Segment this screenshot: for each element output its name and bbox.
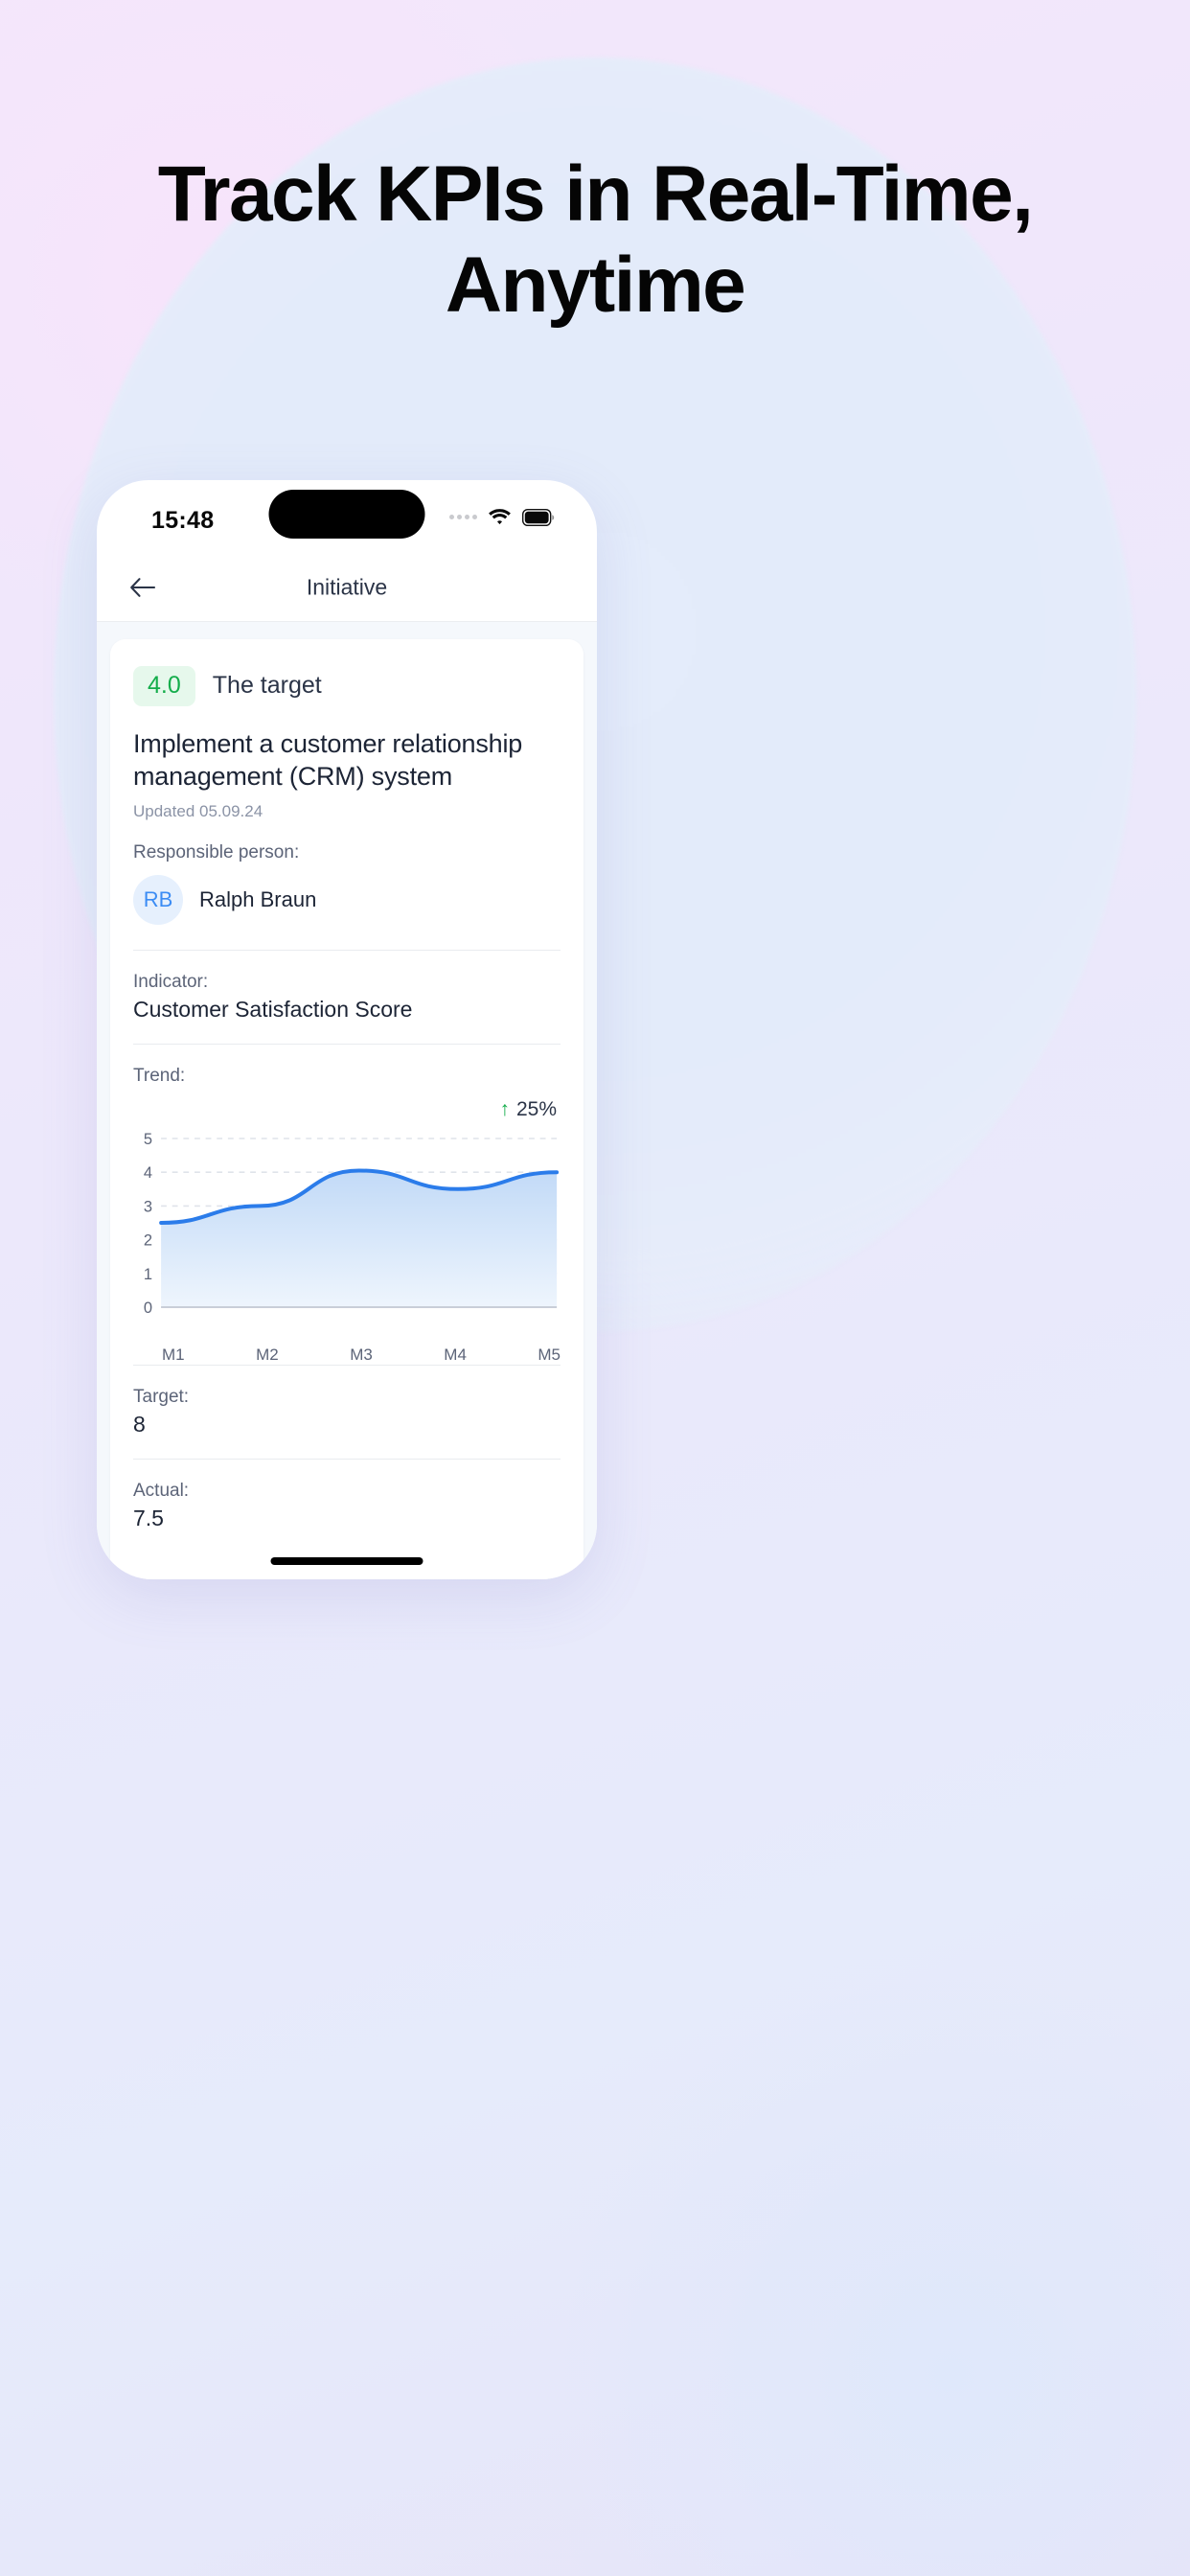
chart-line [159,1168,560,1225]
initiative-detail-card: 4.0 The target Implement a customer rela… [110,639,584,1579]
chart-x-tick: M1 [162,1345,185,1364]
arrow-up-icon: ↑ [499,1098,510,1121]
status-bar: 15:48 [97,480,597,553]
target-value: 8 [133,1411,146,1437]
trend-chart: 0 1 2 3 4 5 [133,1129,561,1326]
home-indicator [270,1557,423,1565]
divider [133,1364,561,1366]
responsible-person-row[interactable]: RB Ralph Braun [133,874,561,950]
phone-mockup: 15:48 [97,480,1094,1880]
indicator-label: Indicator: [133,971,209,992]
chart-x-tick: M2 [256,1345,279,1364]
divider [133,949,561,951]
status-bar-time: 15:48 [151,507,215,534]
page-headline: Track KPIs in Real-Time, Anytime [0,149,1190,331]
svg-text:1: 1 [144,1264,152,1282]
trend-summary: ↑ 25% [133,1098,557,1121]
svg-text:2: 2 [144,1230,152,1249]
responsible-person-label: Responsible person: [133,841,300,862]
chart-x-tick: M4 [444,1345,467,1364]
chart-area-fill [161,1170,558,1307]
trend-section: Trend: ↑ 25% [133,1045,561,1365]
updated-timestamp: Updated 05.09.24 [133,801,263,820]
svg-text:3: 3 [144,1197,152,1215]
status-badge: 4.0 [133,666,195,706]
trend-label: Trend: [133,1065,186,1086]
avatar: RB [133,874,183,925]
actual-label: Actual: [133,1480,190,1501]
divider [133,1458,561,1460]
back-button[interactable] [122,566,164,609]
trend-percentage: 25% [515,1097,557,1120]
headline-line-1: Track KPIs in Real-Time, [157,150,1034,238]
page-title: Initiative [306,574,388,599]
actual-value: 7.5 [133,1505,164,1530]
indicator-value: Customer Satisfaction Score [133,996,413,1022]
chart-y-axis-labels: 0 1 2 3 4 5 [144,1129,152,1316]
phone-frame: 15:48 [97,480,597,1579]
screen-content: 4.0 The target Implement a customer rela… [97,622,597,1579]
chart-x-tick: M5 [538,1345,561,1364]
chart-x-axis-labels: M1 M2 M3 M4 M5 [133,1342,561,1365]
svg-text:0: 0 [144,1298,152,1316]
indicator-section: Indicator: Customer Satisfaction Score [133,951,561,1044]
battery-full-icon [522,508,555,526]
initiative-title: Implement a customer relationship manage… [133,728,523,792]
target-section: Target: 8 [133,1366,561,1459]
headline-line-2: Anytime [445,242,746,330]
chart-x-tick: M3 [350,1345,373,1364]
wifi-icon [488,508,512,526]
trend-chart-svg: 0 1 2 3 4 5 [144,1129,560,1317]
actual-section: Actual: 7.5 [133,1460,561,1552]
target-label: Target: [133,1386,190,1407]
dynamic-island [268,490,425,539]
status-bar-indicators [449,508,555,526]
person-name: Ralph Braun [199,886,317,911]
svg-text:4: 4 [144,1163,152,1182]
badge-label: The target [212,672,322,700]
signal-dots-icon [449,515,477,519]
nav-bar: Initiative [97,553,597,622]
arrow-left-icon [130,577,156,597]
svg-text:5: 5 [144,1129,152,1147]
divider [133,1043,561,1045]
score-badge-row: 4.0 The target [133,666,561,706]
